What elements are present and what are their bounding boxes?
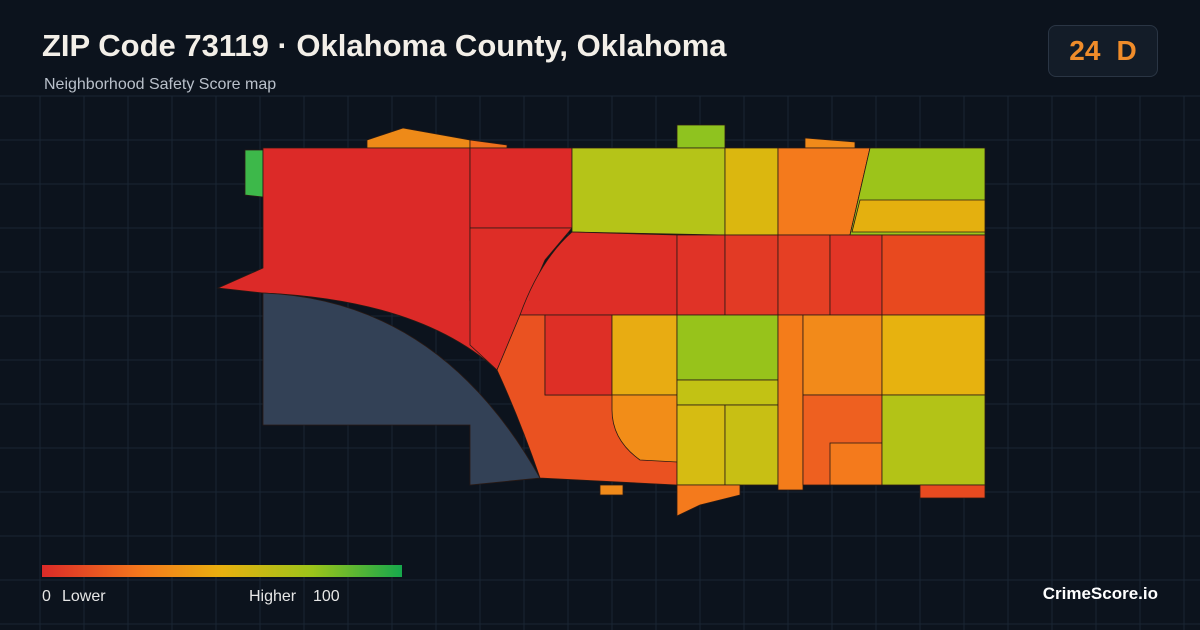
legend-gradient <box>42 565 402 577</box>
area <box>244 149 264 198</box>
area <box>777 234 831 316</box>
area <box>611 394 678 463</box>
area <box>881 234 986 316</box>
area <box>724 147 779 236</box>
score-value: 24 <box>1069 35 1101 66</box>
legend-min: 0 <box>42 588 51 605</box>
area <box>676 314 779 381</box>
area <box>469 147 573 229</box>
area <box>676 234 726 316</box>
area <box>724 234 779 316</box>
area <box>851 199 986 233</box>
area <box>366 127 471 149</box>
score-badge: 24 D <box>1048 25 1158 77</box>
subtitle: Neighborhood Safety Score map <box>44 76 277 93</box>
area <box>676 379 779 406</box>
area <box>919 484 986 499</box>
score-grade: D <box>1116 35 1137 66</box>
area <box>881 394 986 486</box>
area <box>829 442 883 486</box>
area <box>571 147 726 236</box>
area <box>611 314 678 396</box>
legend-min-label: Lower <box>62 588 106 605</box>
area <box>676 404 726 486</box>
brand: CrimeScore.io <box>1042 584 1158 603</box>
area <box>599 484 624 496</box>
area <box>829 234 883 316</box>
legend-max: 100 <box>313 588 340 605</box>
area <box>724 404 779 486</box>
area <box>777 314 804 491</box>
area <box>676 124 726 149</box>
area <box>676 484 741 517</box>
zip-areas <box>216 124 986 517</box>
title: ZIP Code 73119 · Oklahoma County, Oklaho… <box>42 28 727 63</box>
area <box>544 314 613 396</box>
legend-max-label: Higher <box>249 588 297 605</box>
area <box>469 139 508 149</box>
area <box>881 314 986 396</box>
area <box>802 314 883 396</box>
